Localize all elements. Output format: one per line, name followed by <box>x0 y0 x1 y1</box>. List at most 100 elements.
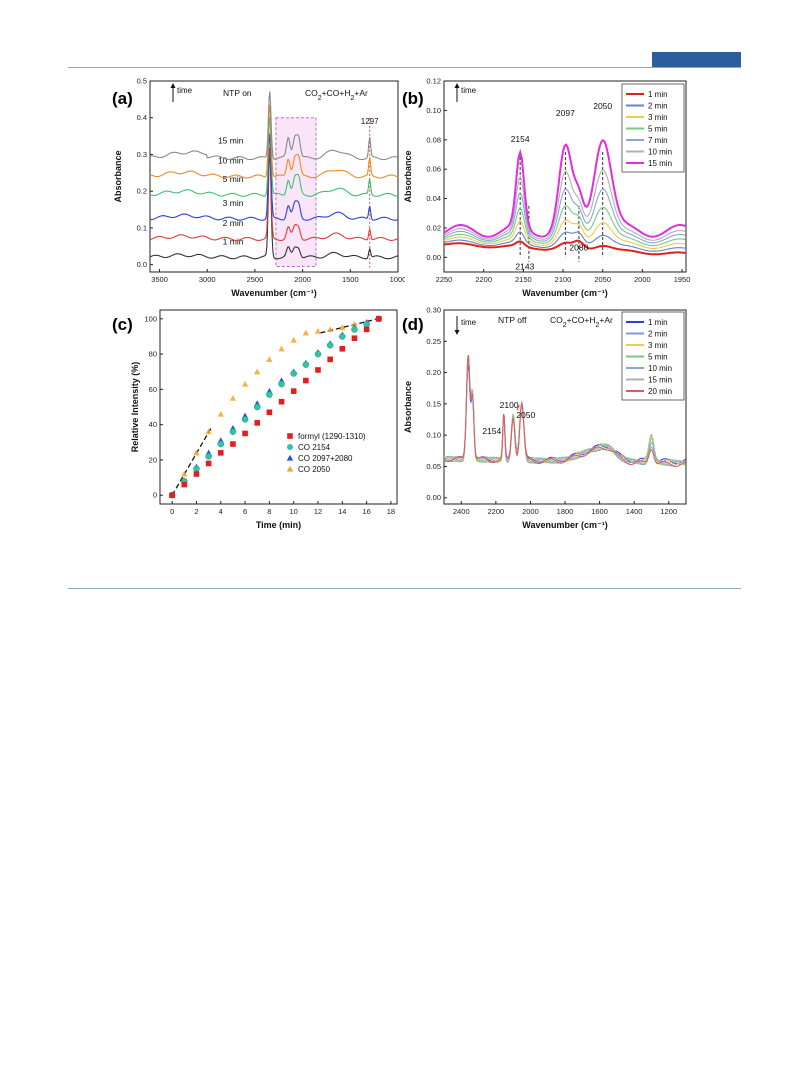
data-point <box>302 329 310 336</box>
legend-marker <box>287 444 293 450</box>
legend-label: 5 min <box>648 353 668 362</box>
y-tick-label: 0.04 <box>426 194 441 203</box>
x-tick-label: 3500 <box>151 275 168 284</box>
data-point <box>193 465 200 472</box>
data-point <box>266 391 273 398</box>
series-line-a <box>149 104 399 179</box>
highlight-region <box>275 117 317 267</box>
x-tick-label: 2100 <box>555 275 572 284</box>
legend-label: CO 2050 <box>298 465 331 474</box>
time-arrow-head <box>454 83 460 88</box>
x-tick-label: 2400 <box>453 507 470 516</box>
x-tick-label: 6 <box>243 507 247 516</box>
time-arrow-label: time <box>461 86 477 95</box>
peak-label: 2097 <box>556 108 575 118</box>
legend-label: 1 min <box>648 318 668 327</box>
y-tick-label: 0.08 <box>426 135 441 144</box>
peak-label: 2154 <box>482 426 501 436</box>
y-tick-label: 20 <box>149 455 157 464</box>
legend-label: formyl (1290-1310) <box>298 432 366 441</box>
data-point <box>302 361 310 368</box>
legend-label: 3 min <box>648 341 668 350</box>
series-label: 5 min <box>223 174 244 184</box>
series-line-b <box>443 204 686 247</box>
data-point <box>241 380 249 387</box>
x-tick-label: 16 <box>362 507 370 516</box>
legend-label: 10 min <box>648 364 672 373</box>
y-tick-label: 0.10 <box>426 431 441 440</box>
x-tick-label: 2250 <box>436 275 453 284</box>
legend-marker <box>286 454 294 461</box>
data-point <box>303 377 309 384</box>
x-tick-label: 0 <box>170 507 174 516</box>
y-tick-label: 0.06 <box>426 165 441 174</box>
data-point <box>254 368 261 375</box>
x-tick-label: 4 <box>219 507 223 516</box>
data-point <box>327 356 333 363</box>
data-point <box>193 449 200 456</box>
fit-line-initial <box>171 427 212 496</box>
legend-label: 20 min <box>648 387 672 396</box>
y-tick-label: 0 <box>153 491 157 500</box>
data-point <box>351 320 358 327</box>
legend-label: 15 min <box>648 159 672 168</box>
x-tick-label: 2000 <box>634 275 651 284</box>
legend-label: CO 2154 <box>298 443 331 452</box>
x-tick-label: 2150 <box>515 275 532 284</box>
y-tick-label: 0.10 <box>426 106 441 115</box>
y-tick-label: 0.15 <box>426 399 441 408</box>
x-axis-label: Wavenumber (cm⁻¹) <box>522 288 607 298</box>
y-tick-label: 0.02 <box>426 223 441 232</box>
series-line-b <box>443 219 686 249</box>
plot-frame <box>443 80 687 273</box>
y-tick-label: 0.05 <box>426 462 441 471</box>
panel-label: (c) <box>112 315 133 334</box>
y-tick-label: 0.4 <box>137 113 147 122</box>
peak-label: 2154 <box>511 134 530 144</box>
plot-frame <box>159 309 398 505</box>
data-point <box>315 367 321 373</box>
gas-label: CO2+CO+H2+Ar <box>550 315 613 329</box>
x-tick-label: 2000 <box>294 275 311 284</box>
data-point <box>290 336 297 343</box>
plot-frame <box>149 80 399 273</box>
series-line-a <box>149 91 399 161</box>
mode-label: NTP on <box>223 88 252 98</box>
data-point <box>169 492 175 498</box>
legend-label: 2 min <box>648 102 668 111</box>
panel-label: (b) <box>402 89 424 108</box>
chart-panel-a: 3500 3000 2500 2000 1500 1000 0.0 0.1 0.2 0.3 0.4 0… <box>112 77 405 299</box>
header-rule <box>68 67 741 68</box>
data-point <box>217 440 225 448</box>
y-tick-label: 0.30 <box>426 306 441 315</box>
y-tick-label: 0.2 <box>137 187 147 196</box>
legend-label: 15 min <box>648 376 672 385</box>
series-line-d <box>443 354 686 468</box>
data-point <box>205 428 212 435</box>
data-point <box>314 327 322 334</box>
y-tick-label: 0.12 <box>426 77 441 86</box>
x-tick-label: 1000 <box>390 275 405 284</box>
data-point <box>230 441 236 447</box>
chart-panel-d: 2400 2200 2000 1800 1600 1400 1200 0.00 0.05 0.10… <box>402 306 687 530</box>
x-tick-label: 18 <box>387 507 395 516</box>
footer-rule <box>68 588 741 589</box>
x-tick-label: 2500 <box>247 275 264 284</box>
data-point <box>290 388 297 394</box>
data-point <box>266 356 273 362</box>
x-tick-label: 1950 <box>674 275 691 284</box>
series-label: 3 min <box>223 198 244 208</box>
y-tick-label: 0.25 <box>426 337 441 346</box>
data-point <box>363 320 370 328</box>
legend-marker <box>286 465 294 472</box>
data-point <box>266 409 273 416</box>
peak-label: 2050 <box>593 101 612 111</box>
series-label: 15 min <box>218 135 244 145</box>
y-tick-label: 60 <box>149 385 157 394</box>
gas-label: CO2+CO+H2+Ar <box>305 88 368 102</box>
data-point <box>351 335 358 342</box>
data-point <box>363 326 370 333</box>
time-arrow-label: time <box>461 318 477 327</box>
peak-label: 2050 <box>516 410 535 420</box>
data-point <box>375 316 382 322</box>
